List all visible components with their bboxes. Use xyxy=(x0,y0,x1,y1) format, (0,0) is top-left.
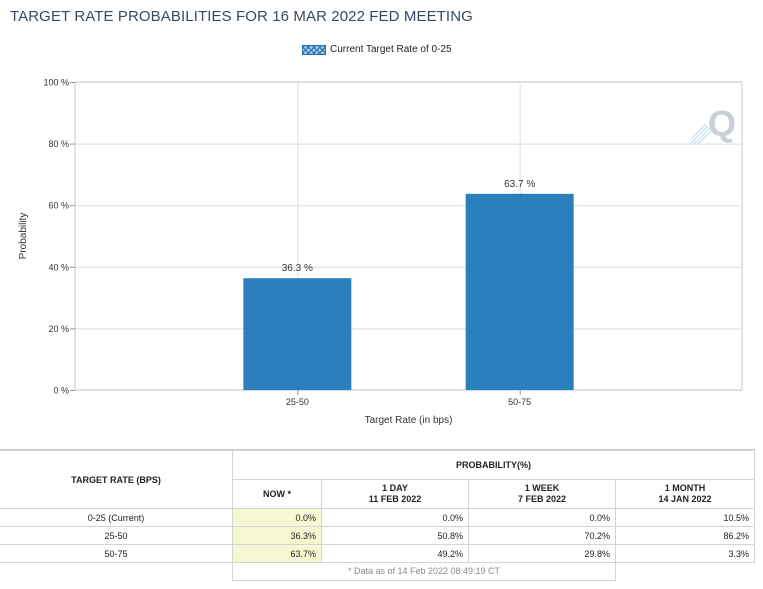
page-title: TARGET RATE PROBABILITIES FOR 16 MAR 202… xyxy=(10,8,473,25)
rate-cell: 50-75 xyxy=(0,544,233,563)
now-value: 0.0% xyxy=(232,508,322,527)
one-month-value: 3.3% xyxy=(615,544,755,563)
now-value: 36.3% xyxy=(232,526,322,545)
y-tick-label: 100 % xyxy=(43,78,69,88)
x-tick-label: 25-50 xyxy=(286,397,309,407)
y-axis-title: Probability xyxy=(18,213,29,260)
one-week-value: 70.2% xyxy=(468,526,616,545)
one-week-value: 29.8% xyxy=(468,544,616,563)
col-header-1month: 1 MONTH 14 JAN 2022 xyxy=(615,479,755,509)
col-header-1week: 1 WEEK 7 FEB 2022 xyxy=(468,479,616,509)
table-row: 25-50 36.3% 50.8% 70.2% 86.2% xyxy=(0,526,755,545)
x-tick-label: 50-75 xyxy=(508,397,531,407)
col-header-1day: 1 DAY 11 FEB 2022 xyxy=(321,479,469,509)
one-day-value: 50.8% xyxy=(321,526,469,545)
one-month-value: 86.2% xyxy=(615,526,755,545)
rate-cell: 25-50 xyxy=(0,526,233,545)
y-tick-label: 60 % xyxy=(48,201,69,211)
bar-25-50 xyxy=(243,278,352,390)
y-tick-label: 20 % xyxy=(48,324,69,334)
data-label: 36.3 % xyxy=(282,263,313,274)
col-header-now: NOW * xyxy=(232,479,322,509)
legend-label: Current Target Rate of 0-25 xyxy=(330,44,452,55)
probability-table: TARGET RATE (BPS) PROBABILITY(%) NOW * 1… xyxy=(0,450,755,581)
one-day-value: 0.0% xyxy=(321,508,469,527)
table-row: 50-75 63.7% 49.2% 29.8% 3.3% xyxy=(0,544,755,563)
y-tick-label: 40 % xyxy=(48,262,69,272)
data-label: 63.7 % xyxy=(504,179,535,190)
one-day-value: 49.2% xyxy=(321,544,469,563)
bar-chart: 0 % 20 % 40 % 60 % 80 % 100 % 36.3 % 25-50 63.7 … xyxy=(18,78,743,426)
y-tick-label: 0 % xyxy=(53,386,69,396)
svg-text:Q: Q xyxy=(708,103,736,144)
now-value: 63.7% xyxy=(232,544,322,563)
rate-cell: 0-25 (Current) xyxy=(0,508,233,527)
plot-area xyxy=(74,81,743,391)
quikstrike-logo-icon: Q xyxy=(689,103,736,145)
x-axis-title: Target Rate (in bps) xyxy=(365,415,453,426)
chart-legend[interactable]: Current Target Rate of 0-25 xyxy=(302,44,452,55)
footnote-spacer xyxy=(0,562,233,580)
rate-header: TARGET RATE (BPS) xyxy=(0,450,233,509)
bar-50-75 xyxy=(465,193,574,390)
y-tick-label: 80 % xyxy=(48,139,69,149)
one-week-value: 0.0% xyxy=(468,508,616,527)
data-footnote: * Data as of 14 Feb 2022 08:49:19 CT xyxy=(232,562,616,581)
probability-header: PROBABILITY(%) xyxy=(232,450,755,480)
footnote-spacer xyxy=(615,562,755,580)
table-row: 0-25 (Current) 0.0% 0.0% 0.0% 10.5% xyxy=(0,508,755,527)
legend-swatch xyxy=(302,44,326,55)
one-month-value: 10.5% xyxy=(615,508,755,527)
probability-table-wrap: TARGET RATE (BPS) PROBABILITY(%) NOW * 1… xyxy=(0,449,755,581)
